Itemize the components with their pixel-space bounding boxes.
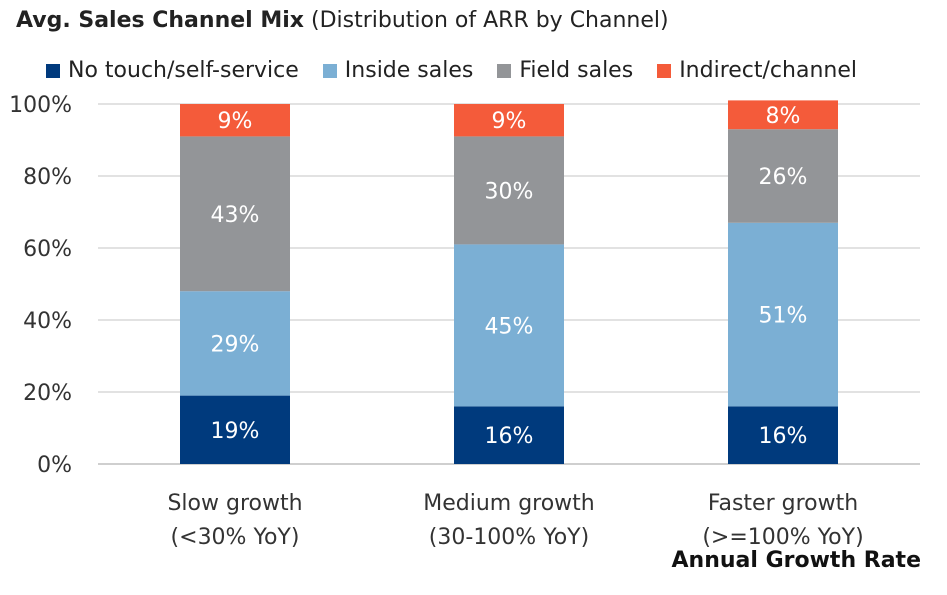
x-tick-label: Medium growth <box>423 491 595 516</box>
bar-segment-no-touch-self-service <box>728 406 838 464</box>
bar-segment-indirect-channel <box>728 100 838 130</box>
data-label: 51% <box>759 304 808 329</box>
legend: No touch/self-service Inside sales Field s… <box>46 58 881 83</box>
bar-segment-inside-sales <box>454 244 564 407</box>
y-tick-label: 100% <box>9 93 72 118</box>
x-tick-label: (<30% YoY) <box>171 525 300 550</box>
legend-swatch <box>497 63 512 78</box>
legend-item: Indirect/channel <box>657 58 857 83</box>
data-label: 16% <box>485 424 534 449</box>
legend-swatch <box>657 63 672 78</box>
data-label: 43% <box>211 203 260 228</box>
bar-segment-inside-sales <box>180 291 290 396</box>
x-tick-label: Slow growth <box>167 491 302 516</box>
bar-segment-inside-sales <box>728 222 838 407</box>
legend-item: No touch/self-service <box>46 58 299 83</box>
y-tick-label: 20% <box>23 381 72 406</box>
x-tick-label: (>=100% YoY) <box>702 525 863 550</box>
legend-item: Field sales <box>497 58 633 83</box>
data-label: 29% <box>211 332 260 357</box>
legend-swatch <box>46 63 60 78</box>
bar-segment-no-touch-self-service <box>454 406 564 464</box>
legend-label: Field sales <box>519 58 634 83</box>
bar-segment-no-touch-self-service <box>180 395 290 464</box>
data-label: 30% <box>485 179 534 204</box>
chart-title: Avg. Sales Channel Mix (Distribution of … <box>16 8 669 33</box>
chart-title-sub: (Distribution of ARR by Channel) <box>310 8 669 33</box>
data-label: 45% <box>485 314 534 339</box>
x-tick-label: (30-100% YoY) <box>429 525 589 550</box>
data-label: 8% <box>766 104 801 129</box>
data-label: 16% <box>759 424 808 449</box>
legend-label: Indirect/channel <box>679 58 857 83</box>
y-tick-label: 0% <box>37 453 72 478</box>
legend-label: No touch/self-service <box>68 58 299 83</box>
y-tick-label: 80% <box>23 165 72 190</box>
bar-segment-field-sales <box>728 129 838 223</box>
legend-label: Inside sales <box>344 58 474 83</box>
x-axis-title: Annual Growth Rate <box>671 548 921 573</box>
bar-segment-field-sales <box>180 136 290 292</box>
chart-title-main: Avg. Sales Channel Mix <box>16 8 304 33</box>
bar-segment-field-sales <box>454 136 564 245</box>
x-tick-label: Faster growth <box>708 491 858 516</box>
data-label: 19% <box>211 419 260 444</box>
data-label: 9% <box>218 109 253 134</box>
y-tick-label: 40% <box>23 309 72 334</box>
bar-segment-indirect-channel <box>454 104 564 137</box>
y-tick-label: 60% <box>23 237 72 262</box>
data-label: 26% <box>759 165 808 190</box>
legend-swatch <box>322 63 337 78</box>
data-label: 9% <box>492 109 527 134</box>
bar-segment-indirect-channel <box>180 104 290 137</box>
legend-item: Inside sales <box>322 58 474 83</box>
